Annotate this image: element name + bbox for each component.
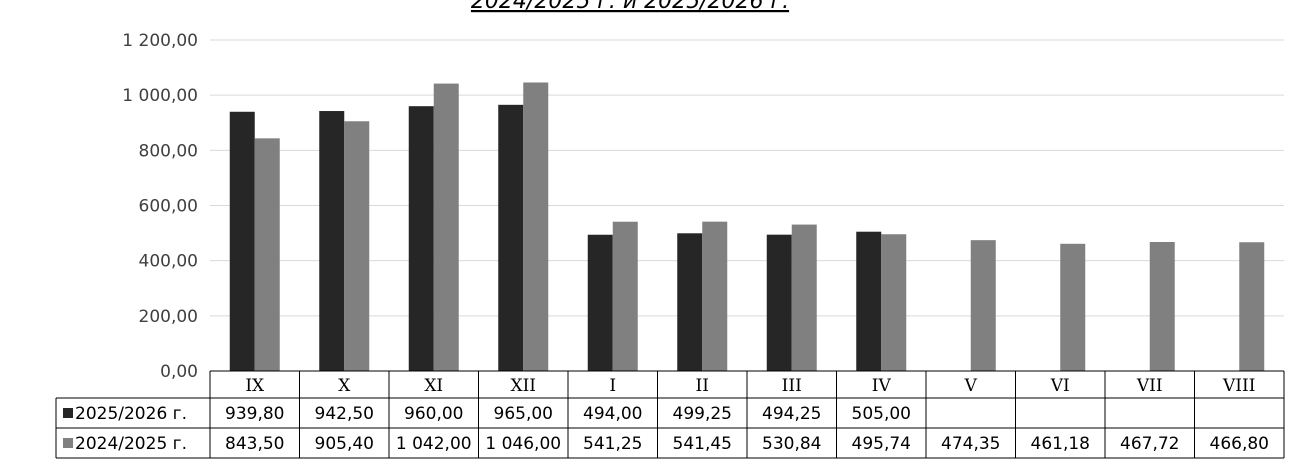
y-tick-label: 0,00 [160,362,198,382]
x-category-label: XII [510,376,536,396]
legend-label: 2024/2025 г. [75,434,187,454]
bar-series-2025-2026-i [587,234,613,371]
bar-series-2025-2026-ix [229,111,255,371]
legend-swatch [63,408,73,418]
y-tick-label: 1 000,00 [122,86,198,106]
x-category-label: X [338,376,351,396]
chart-title: 2024/2025 г. и 2025/2026 г. [471,0,789,14]
data-value-label: 1 042,00 [396,434,472,454]
y-tick-label: 400,00 [139,252,198,272]
bar-series-2024-2025-viii [1239,242,1265,371]
y-tick-label: 1 200,00 [122,31,198,51]
y-tick-label: 800,00 [139,141,198,161]
data-value-label: 905,40 [315,434,374,454]
y-axis: 0,00 200,00 400,00 600,00 800,00 1 000,00 1 20… [122,31,198,382]
bar-series-2024-2025-vii [1149,241,1175,371]
data-value-label: 495,74 [852,434,911,454]
data-value-label: 461,18 [1031,434,1090,454]
data-value-label: 467,72 [1120,434,1179,454]
bar-series-2025-2026-iii [766,234,792,371]
bar-series-2025-2026-iv [856,231,882,371]
bar-series-2024-2025-vi [1060,243,1086,371]
bar-series-2024-2025-iii [791,224,817,371]
bar-series-2025-2026-xi [408,106,434,371]
bars [229,82,1265,371]
bar-series-2025-2026-xii [498,104,524,371]
bar-series-2024-2025-v [970,240,996,371]
legend-swatch [63,438,73,448]
data-value-label: 494,00 [583,404,642,424]
data-value-label: 499,25 [673,404,732,424]
bar-series-2024-2025-x [344,121,370,371]
data-value-label: 530,84 [762,434,821,454]
x-category-label: VI [1050,376,1070,396]
data-value-label: 960,00 [404,404,463,424]
data-value-label: 939,80 [225,404,284,424]
bar-series-2024-2025-ix [254,138,280,371]
legend-label: 2025/2026 г. [75,404,187,424]
data-value-label: 505,00 [852,404,911,424]
gridlines [210,39,1284,317]
bar-series-2024-2025-xi [433,83,459,371]
x-category-label: III [782,376,802,396]
bar-series-2024-2025-i [612,221,638,371]
bar-series-2025-2026-ii [677,233,703,371]
x-category-label: XI [424,376,443,396]
x-category-label: V [964,376,978,396]
data-value-label: 942,50 [315,404,374,424]
y-tick-label: 600,00 [139,197,198,217]
data-value-label: 541,45 [673,434,732,454]
data-value-label: 541,25 [583,434,642,454]
bar-series-2025-2026-x [319,111,345,371]
x-category-label: IV [872,376,892,396]
bar-series-2024-2025-iv [881,234,907,371]
data-value-label: 965,00 [494,404,553,424]
bar-series-2024-2025-ii [702,221,728,371]
bar-series-2024-2025-xii [523,82,549,371]
data-value-label: 466,80 [1210,434,1269,454]
y-tick-label: 200,00 [139,307,198,327]
x-category-label: VII [1136,376,1163,396]
x-category-label: IX [245,376,265,396]
data-value-label: 1 046,00 [485,434,561,454]
data-value-label: 474,35 [941,434,1000,454]
x-category-label: VIII [1222,376,1255,396]
data-value-label: 494,25 [762,404,821,424]
x-category-label: I [609,376,616,396]
data-value-label: 843,50 [225,434,284,454]
x-category-label: II [696,376,709,396]
